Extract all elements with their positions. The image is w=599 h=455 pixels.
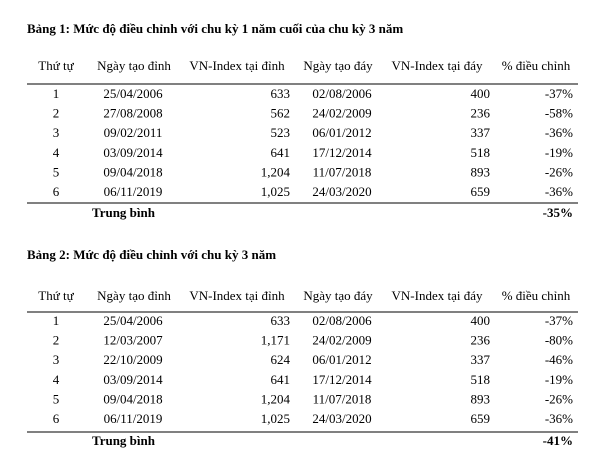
column-header: VN-Index tại đáy (392, 58, 483, 73)
cell: 893 (471, 391, 491, 406)
cell: 236 (471, 106, 491, 121)
column-header: Thứ tự (38, 58, 74, 73)
cell: 337 (471, 125, 491, 140)
cell: 25/04/2006 (103, 86, 163, 101)
cell: 893 (471, 164, 491, 179)
cell: 1,025 (261, 411, 290, 426)
cell: 24/03/2020 (312, 411, 371, 426)
cell: 641 (271, 372, 291, 387)
cell: 22/10/2009 (103, 352, 162, 367)
cell: -26% (545, 391, 573, 406)
cell: 6 (53, 411, 60, 426)
cell: 523 (271, 125, 291, 140)
cell: 24/02/2009 (312, 106, 371, 121)
column-header: VN-Index tại đỉnh (189, 58, 285, 73)
cell: 06/01/2012 (312, 352, 371, 367)
cell: 11/07/2018 (313, 391, 372, 406)
cell: 02/08/2006 (312, 86, 372, 101)
cell: 518 (471, 145, 491, 160)
cell: 1 (53, 86, 60, 101)
cell: 4 (53, 145, 60, 160)
cell: 236 (471, 333, 491, 348)
cell: 1,204 (261, 391, 291, 406)
cell: 17/12/2014 (312, 372, 372, 387)
cell: 06/01/2012 (312, 125, 371, 140)
cell: 06/11/2019 (104, 411, 163, 426)
cell: 03/09/2014 (103, 372, 163, 387)
average-value: -35% (543, 205, 573, 220)
column-header: % điều chỉnh (502, 58, 571, 73)
cell: -37% (545, 313, 573, 328)
cell: 06/11/2019 (104, 184, 163, 199)
cell: 11/07/2018 (313, 164, 372, 179)
cell: 1,171 (261, 333, 290, 348)
cell: 24/02/2009 (312, 333, 371, 348)
cell: 6 (53, 184, 60, 199)
cell: 09/04/2018 (103, 391, 162, 406)
cell: 24/03/2020 (312, 184, 371, 199)
cell: 2 (53, 106, 60, 121)
column-header: Ngày tạo đỉnh (97, 58, 171, 73)
cell: 337 (471, 352, 491, 367)
cell: 400 (471, 313, 491, 328)
cell: 659 (471, 184, 491, 199)
cell: -37% (545, 86, 573, 101)
column-header: VN-Index tại đáy (392, 288, 483, 303)
cell: -36% (545, 125, 573, 140)
cell: 4 (53, 372, 60, 387)
column-header: VN-Index tại đỉnh (189, 288, 285, 303)
cell: 25/04/2006 (103, 313, 163, 328)
average-label: Trung bình (92, 205, 156, 220)
cell: 518 (471, 372, 491, 387)
cell: -58% (545, 106, 573, 121)
cell: 400 (471, 86, 491, 101)
cell: 09/02/2011 (104, 125, 163, 140)
cell: 3 (53, 125, 60, 140)
cell: 659 (471, 411, 491, 426)
cell: -46% (545, 352, 573, 367)
cell: 5 (53, 391, 60, 406)
cell: 633 (271, 313, 291, 328)
table-title: Bảng 2: Mức độ điều chỉnh với chu kỳ 3 n… (27, 247, 276, 262)
cell: 09/04/2018 (103, 164, 162, 179)
cell: 02/08/2006 (312, 313, 372, 328)
cell: 2 (53, 333, 60, 348)
cell: -36% (545, 184, 573, 199)
cell: 03/09/2014 (103, 145, 163, 160)
cell: -19% (545, 372, 573, 387)
cell: 12/03/2007 (103, 333, 163, 348)
cell: 3 (53, 352, 60, 367)
cell: 562 (271, 106, 291, 121)
cell: 641 (271, 145, 291, 160)
cell: 633 (271, 86, 291, 101)
cell: 624 (271, 352, 291, 367)
column-header: Ngày tạo đáy (303, 58, 373, 73)
cell: -19% (545, 145, 573, 160)
column-header: Ngày tạo đáy (303, 288, 373, 303)
cell: 1 (53, 313, 60, 328)
cell: -26% (545, 164, 573, 179)
cell: 1,025 (261, 184, 290, 199)
average-label: Trung bình (92, 433, 156, 448)
cell: 17/12/2014 (312, 145, 372, 160)
cell: 27/08/2008 (103, 106, 162, 121)
cell: -36% (545, 411, 573, 426)
column-header: Thứ tự (38, 288, 74, 303)
table-title: Bảng 1: Mức độ điều chỉnh với chu kỳ 1 n… (27, 21, 403, 36)
cell: 1,204 (261, 164, 291, 179)
cell: -80% (545, 333, 573, 348)
column-header: % điều chỉnh (502, 288, 571, 303)
column-header: Ngày tạo đỉnh (97, 288, 171, 303)
cell: 5 (53, 164, 60, 179)
average-value: -41% (543, 433, 573, 448)
